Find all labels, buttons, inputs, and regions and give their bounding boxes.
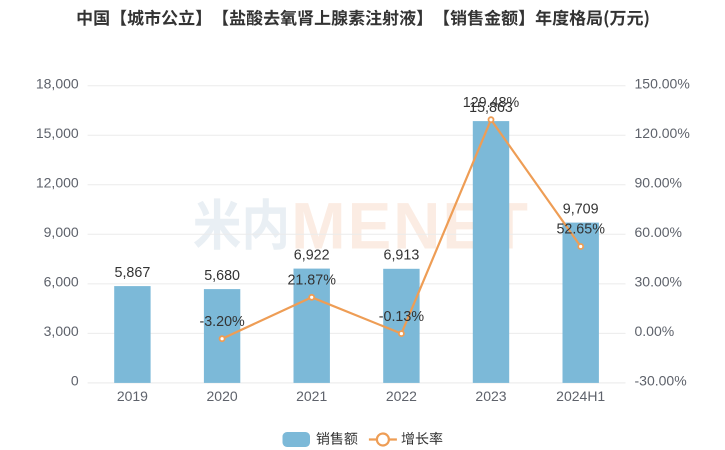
svg-text:6,000: 6,000	[44, 274, 79, 290]
svg-text:-0.13%: -0.13%	[379, 309, 425, 325]
svg-text:60.00%: 60.00%	[635, 224, 682, 240]
svg-text:2022: 2022	[386, 388, 417, 404]
svg-text:52.65%: 52.65%	[556, 222, 605, 238]
svg-text:9,709: 9,709	[563, 201, 599, 217]
svg-text:2021: 2021	[296, 388, 327, 404]
svg-text:15,863: 15,863	[469, 100, 513, 116]
svg-text:120.00%: 120.00%	[635, 125, 690, 141]
svg-text:30.00%: 30.00%	[635, 274, 682, 290]
svg-text:0.00%: 0.00%	[635, 323, 675, 339]
svg-text:15,000: 15,000	[36, 125, 79, 141]
svg-text:-30.00%: -30.00%	[635, 373, 687, 389]
svg-text:2024H1: 2024H1	[556, 388, 605, 404]
svg-text:21.87%: 21.87%	[287, 273, 336, 289]
svg-text:90.00%: 90.00%	[635, 174, 682, 190]
svg-text:5,867: 5,867	[115, 265, 151, 281]
svg-text:18,000: 18,000	[36, 75, 79, 91]
svg-text:6,922: 6,922	[294, 247, 330, 263]
svg-text:2023: 2023	[475, 388, 506, 404]
svg-text:12,000: 12,000	[36, 174, 79, 190]
svg-text:129.48%: 129.48%	[463, 95, 520, 111]
svg-text:-3.20%: -3.20%	[199, 314, 245, 330]
svg-text:6,913: 6,913	[384, 248, 420, 264]
svg-text:150.00%: 150.00%	[635, 75, 690, 91]
svg-text:2019: 2019	[117, 388, 148, 404]
svg-text:0: 0	[71, 373, 79, 389]
svg-text:3,000: 3,000	[44, 323, 79, 339]
svg-text:5,680: 5,680	[204, 268, 240, 284]
svg-text:9,000: 9,000	[44, 224, 79, 240]
svg-text:2020: 2020	[207, 388, 238, 404]
